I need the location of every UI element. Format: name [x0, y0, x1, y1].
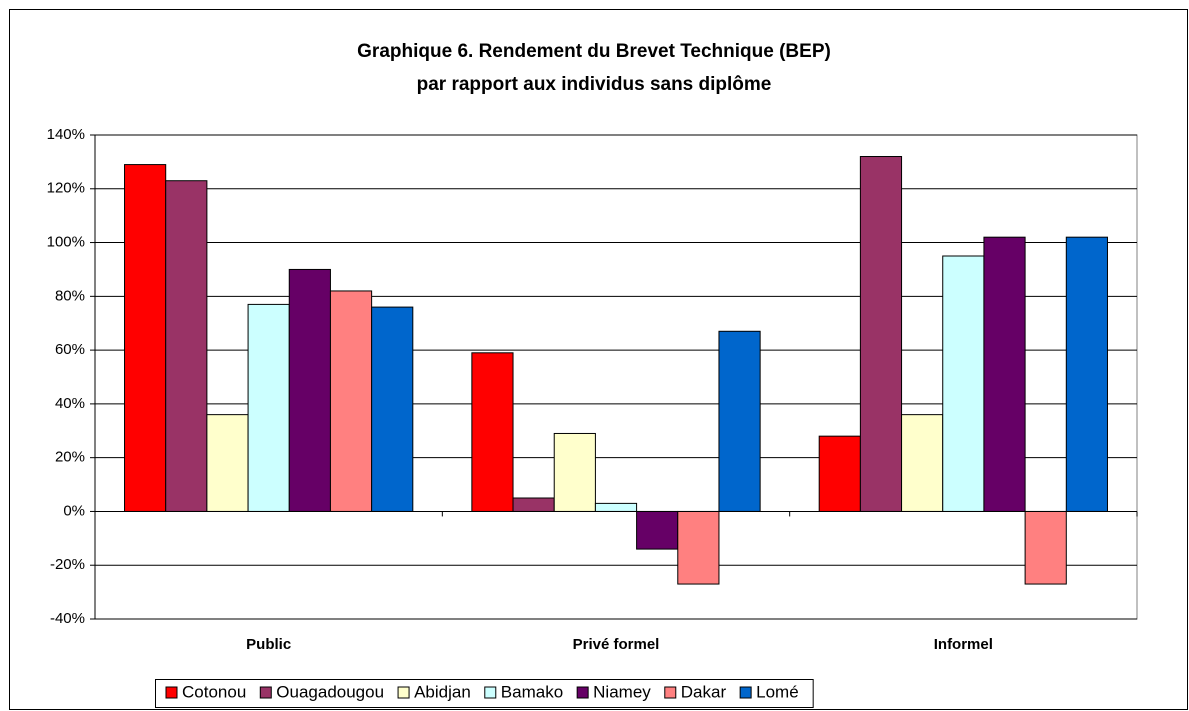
- x-tick-label: Privé formel: [573, 636, 660, 653]
- y-tick-label: 80%: [55, 287, 85, 304]
- bar: [471, 352, 514, 512]
- x-tick-label: Public: [246, 636, 291, 653]
- legend-swatch: [259, 686, 272, 699]
- bar: [859, 156, 903, 512]
- bar: [553, 432, 596, 512]
- y-tick-label: 100%: [47, 234, 85, 251]
- y-tick-label: 140%: [47, 126, 85, 143]
- legend-swatch: [576, 686, 589, 699]
- legend-swatch: [739, 686, 752, 699]
- y-tick-label: 0%: [63, 502, 85, 519]
- bar: [1065, 236, 1108, 512]
- bar: [247, 303, 290, 512]
- legend-label: Bamako: [501, 682, 563, 701]
- bar: [983, 236, 1026, 512]
- y-tick-label: -40%: [50, 610, 85, 627]
- y-tick-label: 20%: [55, 449, 85, 466]
- y-tick-label: 40%: [55, 395, 85, 412]
- legend-label: Dakar: [681, 682, 727, 701]
- legend-swatch: [484, 686, 497, 699]
- bar: [124, 164, 167, 512]
- legend-label: Abidjan: [414, 682, 471, 701]
- legend-label: Ouagadougou: [276, 682, 384, 701]
- bar: [818, 435, 861, 512]
- bar: [636, 510, 679, 550]
- bar: [206, 414, 249, 512]
- bar: [718, 330, 761, 512]
- bar: [329, 290, 373, 512]
- legend-label: Cotonou: [182, 682, 246, 701]
- legend-swatch: [165, 686, 178, 699]
- y-tick-label: 120%: [47, 180, 85, 197]
- y-tick-label: 60%: [55, 341, 85, 358]
- legend-swatch: [397, 686, 410, 699]
- y-tick-label: -20%: [50, 556, 85, 573]
- bar: [901, 414, 944, 512]
- x-tick-label: Informel: [934, 636, 993, 653]
- bar: [677, 510, 720, 585]
- bar: [1024, 510, 1067, 585]
- legend-label: Lomé: [756, 682, 799, 701]
- bar: [288, 268, 331, 512]
- legend-label: Niamey: [593, 682, 651, 701]
- bar: [594, 502, 638, 512]
- chart-title: Graphique 6. Rendement du Brevet Techniq…: [357, 41, 831, 62]
- bar: [942, 255, 985, 512]
- chart-title: par rapport aux individus sans diplôme: [417, 74, 772, 95]
- bar: [512, 497, 555, 512]
- bar: [165, 180, 208, 512]
- legend-swatch: [664, 686, 677, 699]
- bar: [371, 306, 414, 512]
